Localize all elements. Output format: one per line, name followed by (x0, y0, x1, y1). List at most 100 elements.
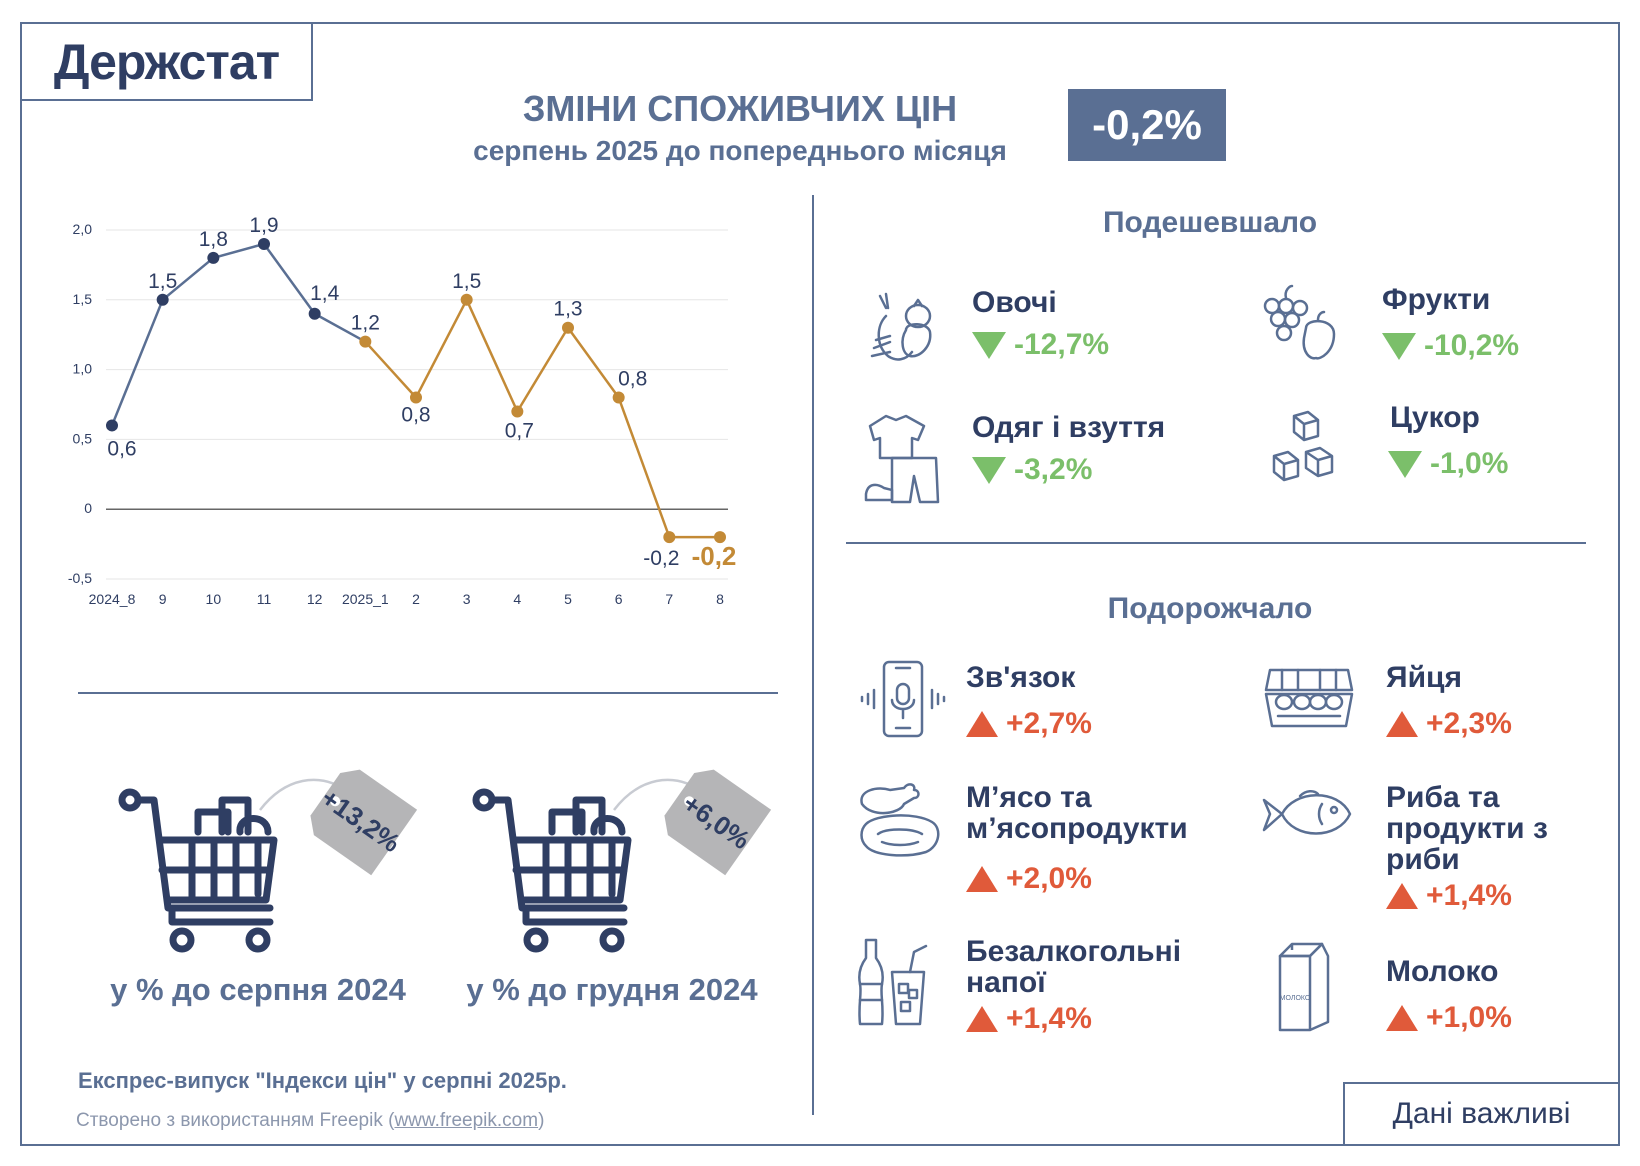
y-tick-label: 1,0 (73, 361, 93, 377)
category-value: +1,0% (1426, 1001, 1512, 1034)
category-value: +2,0% (1006, 862, 1092, 895)
x-tick-label: 12 (307, 591, 323, 607)
x-tick-label: 2024_8 (89, 591, 136, 607)
category-name: Фрукти (1382, 283, 1491, 316)
series-line-segment-2025 (364, 340, 417, 399)
data-point (156, 293, 169, 306)
phone-icon (860, 660, 946, 738)
eggs-icon (1264, 668, 1354, 728)
y-tick-label: -0,5 (68, 570, 92, 586)
category-value: +2,7% (1006, 707, 1092, 740)
data-label: 1,8 (199, 228, 228, 251)
series-line-segment-2024 (314, 312, 366, 343)
x-tick-label: 5 (564, 591, 572, 607)
data-point (258, 237, 270, 250)
price-tag-icon: +13,2% (310, 769, 418, 876)
sugar-icon (1272, 410, 1334, 482)
credit-suffix: ) (538, 1110, 545, 1131)
clothes-icon (864, 414, 940, 504)
category-name: Цукор (1390, 401, 1480, 434)
logo: Держстат (20, 22, 313, 101)
category-value: +1,4% (1426, 879, 1512, 912)
decrease-arrow-icon (972, 331, 1006, 359)
freepik-link[interactable]: www.freepik.com (394, 1110, 539, 1131)
category-name: Риба та продукти з риби (1386, 781, 1548, 876)
credit-line: Створено з використанням Freepik (www.fr… (76, 1110, 544, 1132)
pricier-heading: Подорожчало (1107, 592, 1313, 625)
x-tick-label: 4 (513, 591, 521, 607)
data-label: 0,7 (505, 419, 534, 442)
data-label: 1,5 (148, 270, 177, 293)
increase-arrow-icon (1386, 883, 1418, 909)
cart-label: у % до грудня 2024 (466, 972, 758, 1007)
cart-label: у % до серпня 2024 (110, 972, 406, 1007)
divider-vertical (812, 195, 814, 1115)
increase-arrow-icon (1386, 711, 1418, 737)
price-tag-icon: +6,0% (664, 769, 772, 876)
category-value: +1,4% (1006, 1002, 1092, 1035)
data-point (663, 531, 676, 544)
data-label: 1,5 (452, 270, 481, 293)
data-point (410, 391, 422, 404)
page-frame (20, 22, 1620, 1146)
page-title: ЗМІНИ СПОЖИВЧИХ ЦІН (522, 88, 958, 129)
vegetables-icon (870, 292, 932, 361)
category-value: -12,7% (1014, 328, 1110, 361)
x-tick-label: 6 (615, 591, 623, 607)
meat-icon (860, 783, 940, 857)
decrease-arrow-icon (1382, 332, 1416, 360)
x-tick-label: 10 (206, 591, 222, 607)
y-tick-label: 0,5 (73, 430, 93, 446)
data-label: 0,8 (401, 404, 430, 427)
data-label: 1,4 (310, 282, 340, 305)
category-value: -3,2% (1014, 453, 1093, 486)
cart-icon (472, 778, 697, 953)
category-value: +2,3% (1426, 707, 1512, 740)
cheaper-heading: Подешевшало (1102, 206, 1318, 239)
decrease-arrow-icon (972, 456, 1006, 484)
data-point (511, 405, 524, 418)
page-subtitle: серпень 2025 до попереднього місяця (473, 135, 1007, 166)
category-name: Одяг і взуття (972, 411, 1166, 444)
category-name: Овочі (972, 286, 1057, 319)
series-line-segment-2024 (213, 242, 265, 260)
increase-arrow-icon (966, 1006, 998, 1032)
series-line-segment-2024 (161, 256, 215, 301)
category-value: -1,0% (1430, 447, 1509, 480)
category-milk: Молоко +1,0% (1386, 956, 1512, 1035)
series-line-segment-2025 (516, 327, 570, 413)
drinks-icon (858, 938, 928, 1026)
data-point (207, 251, 220, 264)
data-point (460, 293, 473, 306)
cart-icon (118, 778, 343, 953)
divider-right (846, 542, 1586, 544)
y-tick-label: 2,0 (73, 221, 93, 237)
category-fish: Риба та продукти з риби +1,4% (1386, 782, 1606, 913)
data-label: 1,2 (351, 312, 380, 335)
divider-left (78, 692, 778, 694)
category-sugar: Цукор -1,0% (1388, 401, 1509, 481)
headline-value-badge: -0,2% (1068, 89, 1226, 161)
x-tick-label: 8 (716, 591, 724, 607)
decrease-arrow-icon (1388, 450, 1422, 478)
category-clothes: Одяг і взуття -3,2% (972, 412, 1165, 487)
important-data-box: Дані важливі (1343, 1082, 1620, 1146)
x-tick-label: 7 (665, 591, 673, 607)
y-tick-label: 0 (84, 500, 92, 516)
credit-prefix: Створено з використанням Freepik ( (76, 1110, 395, 1131)
data-label: -0,2 (692, 541, 737, 571)
milk-icon: МОЛОКО (1278, 942, 1330, 1032)
x-tick-label: 3 (463, 591, 471, 607)
x-tick-label: 9 (159, 591, 167, 607)
series-line-segment-2025 (617, 397, 671, 538)
data-point (562, 321, 574, 334)
data-point (106, 419, 118, 432)
category-drinks: Безалкогольні напої +1,4% (966, 936, 1246, 1036)
data-label: 1,3 (553, 298, 582, 321)
data-point (714, 531, 726, 544)
data-label: 1,9 (249, 215, 278, 237)
category-fruits: Фрукти -10,2% (1382, 284, 1519, 363)
series-line-segment-2024 (262, 243, 316, 315)
data-point (359, 335, 372, 348)
category-name: Зв'язок (966, 661, 1076, 694)
